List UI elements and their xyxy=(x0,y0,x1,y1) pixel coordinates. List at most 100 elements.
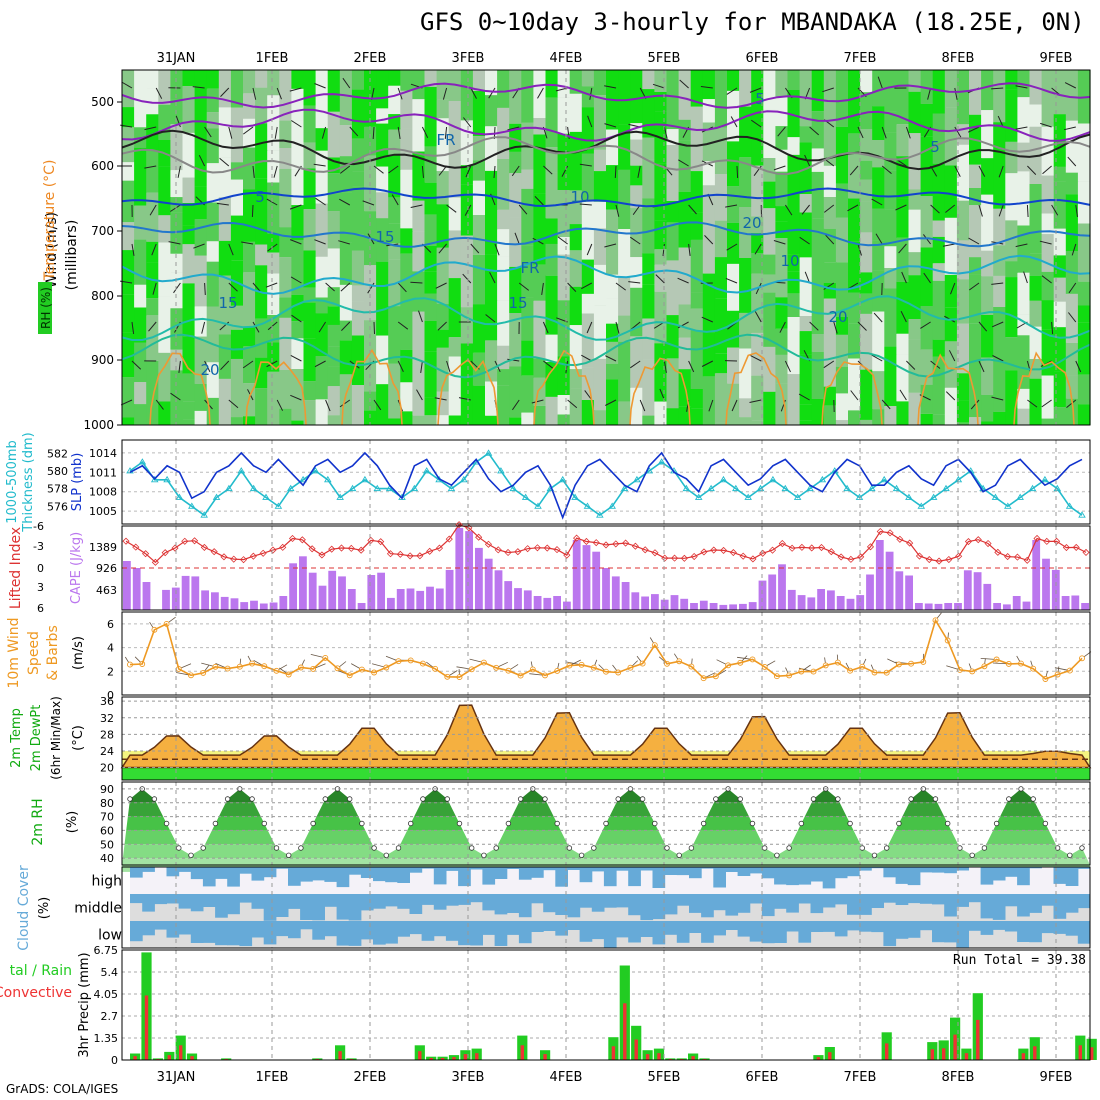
rh-shade-cell xyxy=(666,260,680,316)
cape-bar xyxy=(1032,540,1041,610)
lifted-tick-label: -6 xyxy=(33,520,44,533)
cloud-bar xyxy=(871,921,884,933)
rh-shade-cell xyxy=(230,162,244,180)
rh-shade-cell xyxy=(1077,223,1091,282)
rh-shade-cell xyxy=(327,287,341,307)
cloud-bar xyxy=(227,921,240,946)
rh-shade-cell xyxy=(279,148,292,169)
rh-shade-cell xyxy=(569,250,583,287)
rh-shade-cell xyxy=(835,366,849,394)
thickness-line-point xyxy=(249,484,258,492)
rh-shade-cell xyxy=(569,70,583,94)
cloud-bar xyxy=(324,867,338,882)
cloud-bar xyxy=(944,921,957,943)
rh-shade-cell xyxy=(775,354,789,384)
lifted-index-point xyxy=(328,545,336,553)
rh-shade-cell xyxy=(182,401,196,420)
rh-shade-cell xyxy=(666,70,680,130)
lifted-index-point xyxy=(396,550,404,558)
lifted-index-point xyxy=(524,545,532,553)
wind-barb xyxy=(397,282,407,293)
cloud-axis-units: (%) xyxy=(37,897,52,920)
rh-shade-cell xyxy=(351,250,365,286)
rh-shade-cell xyxy=(823,386,837,406)
wind-barb xyxy=(151,243,157,256)
cloud-bar xyxy=(859,894,872,915)
cloud-bar xyxy=(907,867,921,886)
rh-shade-cell xyxy=(267,233,280,253)
wind-barb xyxy=(410,281,423,284)
rh-shade-cell xyxy=(884,111,897,133)
wind-barb xyxy=(930,204,940,214)
rh-shade-cell xyxy=(170,99,184,125)
rh-shade-cell xyxy=(581,70,595,87)
cloud-bar xyxy=(385,921,398,944)
rh-shade-cell xyxy=(351,285,365,302)
wind-barb xyxy=(315,197,326,206)
wind-barb xyxy=(437,321,447,331)
rh-shade-cell xyxy=(122,70,135,108)
thickness-line-point xyxy=(410,484,419,492)
rh-shade-cell xyxy=(714,174,728,221)
top-date-label: 4FEB xyxy=(550,51,583,66)
contour-label: 5 xyxy=(755,90,765,108)
rh-shade-cell xyxy=(460,235,474,256)
rh-shade-cell xyxy=(327,111,341,158)
wind-barb xyxy=(701,360,714,367)
cloud-bar xyxy=(822,867,836,889)
wind-barb xyxy=(265,282,278,288)
rh-shade-cell xyxy=(702,185,716,227)
rh-shade-cell xyxy=(400,228,413,254)
rh-shade-cell xyxy=(267,95,280,151)
rh-shade-cell xyxy=(255,318,268,358)
rh-shade-cell xyxy=(472,332,486,353)
rh-shade-cell xyxy=(339,156,353,193)
pressure-tick-label: 1000 xyxy=(83,418,114,432)
rh-shade-cell xyxy=(327,306,341,325)
rh-shade-cell xyxy=(775,206,789,222)
rh-shade-cell xyxy=(981,70,994,111)
rh-shade-cell xyxy=(412,151,426,201)
cloud-bar xyxy=(932,894,945,905)
cloud-bar xyxy=(227,894,240,915)
rh-shade-cell xyxy=(448,197,462,231)
wind-barb xyxy=(511,165,520,177)
lifted-index-point xyxy=(1013,553,1021,561)
wind-barb xyxy=(274,126,278,139)
rh-shade-cell xyxy=(267,182,280,234)
cloud-bar xyxy=(749,894,763,904)
wind-barb xyxy=(470,87,477,99)
wind-barb xyxy=(518,282,530,291)
lifted-index-point xyxy=(543,544,551,552)
cloud-bar xyxy=(737,921,751,937)
cape-bar xyxy=(181,575,190,610)
rh-shade-cell xyxy=(267,70,280,96)
cloud-bar xyxy=(360,921,374,940)
wind-barb xyxy=(663,360,667,373)
cloud-bar xyxy=(713,867,726,888)
rh-shade-cell xyxy=(400,169,413,229)
rh-shade-cell xyxy=(230,70,244,108)
rh-point xyxy=(798,820,804,827)
rh-shade-cell xyxy=(485,95,498,127)
wind-barb xyxy=(1015,243,1028,248)
cloud-bar xyxy=(312,867,325,881)
rh-shade-cell xyxy=(436,70,450,100)
wind-barb xyxy=(945,204,956,213)
cloud-bar xyxy=(506,921,520,935)
wind-barb xyxy=(749,399,762,403)
cape-bar xyxy=(866,574,874,610)
rh-shade-cell xyxy=(932,263,946,281)
rh-shade-cell xyxy=(339,242,353,285)
wind-barb xyxy=(178,360,181,373)
rh-shade-cell xyxy=(218,107,232,158)
wind-barb xyxy=(1040,122,1052,128)
rh-shade-cell xyxy=(1029,104,1043,127)
rh-shade-cell xyxy=(279,370,292,409)
cloud-bar xyxy=(847,894,860,915)
cloud-bar xyxy=(822,921,836,932)
rh-point xyxy=(224,796,231,802)
cloud-bar xyxy=(166,867,180,877)
lifted-index-point xyxy=(553,546,561,554)
wind-barb xyxy=(290,354,302,362)
